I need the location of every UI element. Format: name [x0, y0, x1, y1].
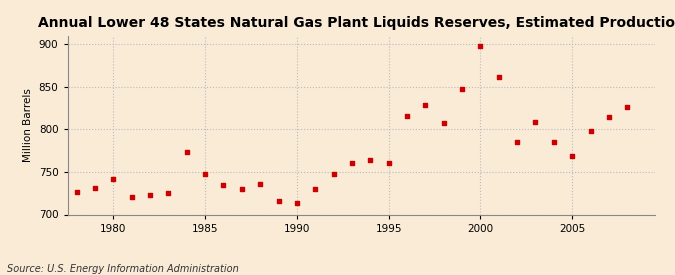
- Point: [144, 193, 155, 197]
- Point: [585, 129, 596, 133]
- Point: [402, 114, 412, 118]
- Point: [383, 161, 394, 166]
- Point: [218, 183, 229, 187]
- Point: [512, 140, 522, 144]
- Point: [622, 105, 632, 109]
- Point: [90, 186, 101, 190]
- Point: [567, 153, 578, 158]
- Y-axis label: Million Barrels: Million Barrels: [23, 88, 33, 162]
- Text: Source: U.S. Energy Information Administration: Source: U.S. Energy Information Administ…: [7, 264, 238, 274]
- Point: [328, 172, 339, 177]
- Point: [273, 199, 284, 203]
- Point: [457, 86, 468, 91]
- Point: [475, 44, 486, 48]
- Point: [236, 187, 247, 191]
- Point: [200, 171, 211, 176]
- Point: [548, 140, 559, 144]
- Point: [603, 114, 614, 119]
- Title: Annual Lower 48 States Natural Gas Plant Liquids Reserves, Estimated Production: Annual Lower 48 States Natural Gas Plant…: [38, 16, 675, 31]
- Point: [438, 120, 449, 125]
- Point: [530, 120, 541, 124]
- Point: [292, 200, 302, 205]
- Point: [310, 187, 321, 191]
- Point: [182, 149, 192, 154]
- Point: [346, 161, 357, 166]
- Point: [493, 75, 504, 79]
- Point: [365, 158, 376, 162]
- Point: [254, 182, 265, 186]
- Point: [126, 195, 137, 200]
- Point: [420, 103, 431, 107]
- Point: [72, 189, 82, 194]
- Point: [108, 177, 119, 181]
- Point: [163, 191, 174, 196]
